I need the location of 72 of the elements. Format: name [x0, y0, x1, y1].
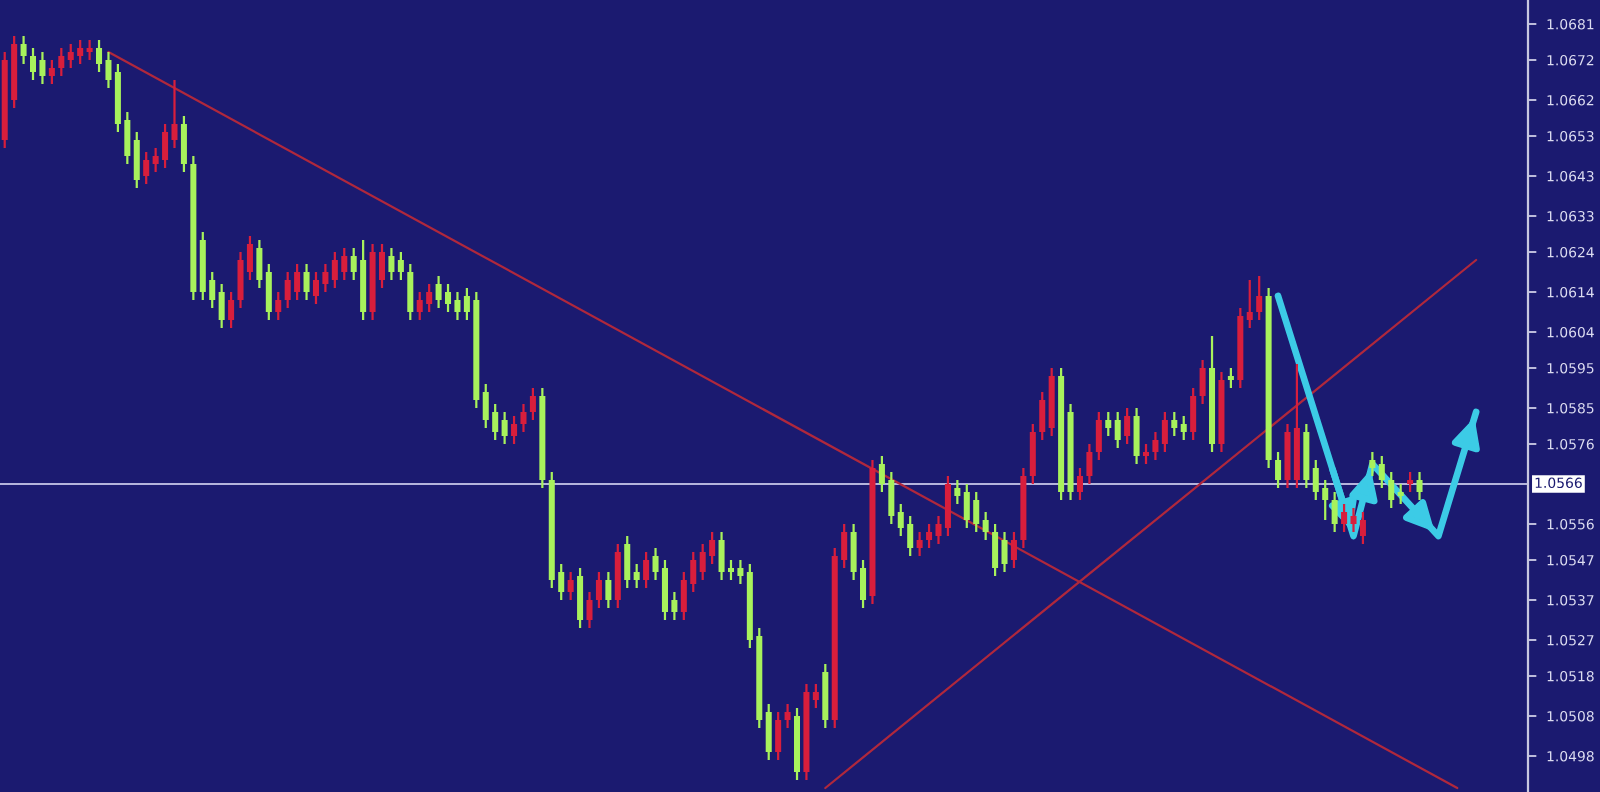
- candlestick: [614, 542, 621, 610]
- candlestick: [1388, 470, 1395, 510]
- candlestick: [1039, 390, 1046, 442]
- candlestick: [1095, 410, 1102, 462]
- candlestick: [765, 702, 772, 762]
- candlestick: [643, 550, 650, 590]
- candlestick: [48, 58, 55, 86]
- candlestick: [20, 34, 27, 66]
- candlestick: [1124, 406, 1131, 446]
- candlestick: [1246, 278, 1253, 330]
- candlestick: [1001, 530, 1008, 574]
- candlestick: [1152, 430, 1159, 462]
- candlestick: [567, 570, 574, 602]
- candlestick: [586, 590, 593, 630]
- candlestick: [86, 38, 93, 62]
- candlestick: [1199, 358, 1206, 406]
- candlestick: [218, 282, 225, 330]
- candlestick: [1010, 530, 1017, 570]
- candlestick: [397, 250, 404, 282]
- candlestick: [1284, 422, 1291, 490]
- candlestick: [992, 522, 999, 578]
- candlestick: [256, 238, 263, 290]
- candlestick: [1407, 470, 1414, 494]
- candlestick: [1105, 410, 1112, 438]
- candlestick: [180, 114, 187, 174]
- candlestick: [624, 534, 631, 590]
- candlestick: [1256, 274, 1263, 322]
- candlestick: [1133, 406, 1140, 466]
- candlestick: [1378, 454, 1385, 490]
- candlestick: [577, 566, 584, 630]
- candlestick: [1142, 442, 1150, 466]
- candlestick: [265, 262, 272, 322]
- candlestick: [29, 46, 37, 82]
- candlestick: [982, 510, 989, 542]
- candlestick: [822, 662, 829, 730]
- candlestick: [1369, 450, 1376, 478]
- candlestick: [143, 150, 150, 186]
- candlestick: [529, 386, 536, 422]
- candlestick: [1171, 410, 1178, 438]
- candlestick: [520, 402, 527, 434]
- candlestick: [228, 290, 235, 330]
- candlestick: [1161, 410, 1168, 454]
- line-series: [1274, 292, 1480, 540]
- candlestick: [916, 530, 923, 558]
- candlestick: [1303, 422, 1310, 490]
- candlestick: [1227, 366, 1234, 390]
- candlestick: [595, 570, 602, 610]
- candlestick: [1029, 422, 1036, 486]
- candlestick: [1416, 470, 1423, 502]
- candlestick: [1086, 442, 1093, 486]
- candlestick: [1114, 410, 1121, 450]
- candlestick: [1190, 386, 1197, 442]
- candlestick: [954, 478, 961, 506]
- candlestick: [1331, 490, 1338, 534]
- candlestick: [388, 246, 395, 282]
- candlestick: [1076, 466, 1083, 502]
- candlestick: [775, 710, 782, 762]
- candlestick: [58, 46, 65, 78]
- candlestick: [407, 262, 414, 322]
- candlestick: [605, 570, 612, 610]
- candlestick: [511, 414, 518, 446]
- candlestick: [784, 702, 791, 730]
- candlestick: [133, 130, 140, 190]
- candlestick: [303, 262, 310, 302]
- candlestick: [812, 682, 819, 710]
- candlestick: [633, 562, 640, 590]
- candlestick: [501, 410, 508, 446]
- candlestick: [275, 290, 282, 322]
- candlestick: [96, 38, 103, 74]
- candlestick: [1397, 482, 1404, 506]
- candlestick: [1180, 414, 1187, 442]
- candlestick: [1275, 450, 1282, 490]
